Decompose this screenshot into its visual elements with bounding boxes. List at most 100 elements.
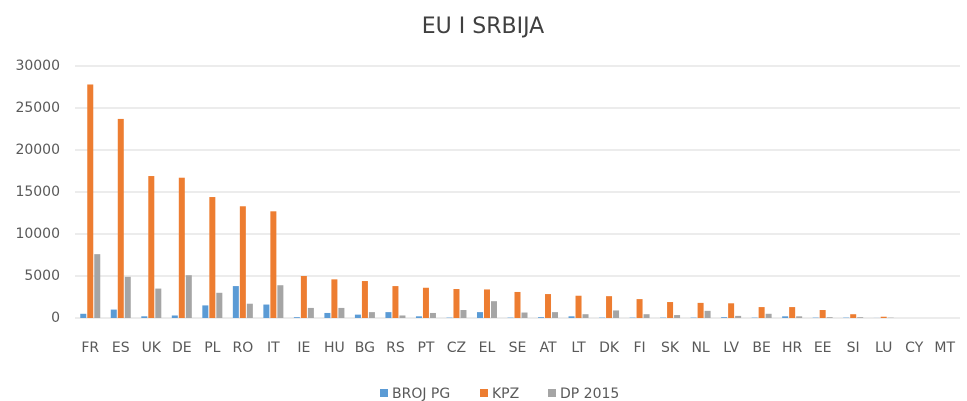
bar [538, 317, 545, 318]
bar [545, 294, 552, 318]
bar [453, 289, 460, 318]
bar [331, 279, 338, 318]
bar [490, 301, 497, 318]
bar [476, 312, 483, 318]
bar [568, 316, 575, 318]
y-tick-label: 20000 [15, 142, 60, 158]
y-tick-label: 25000 [15, 100, 60, 116]
x-tick-label: LT [571, 340, 586, 356]
x-tick-label: UK [142, 340, 162, 356]
bar [307, 307, 314, 318]
legend-label: BROJ PG [392, 386, 450, 401]
bar [185, 275, 192, 318]
x-tick-label: PL [204, 340, 220, 356]
x-tick-label: IT [267, 340, 280, 356]
bar [293, 317, 300, 318]
bar [246, 303, 253, 318]
bar [300, 276, 307, 318]
bar [110, 309, 117, 318]
bar [399, 315, 406, 318]
bar [613, 310, 620, 318]
bar [422, 287, 429, 318]
x-tick-label: EL [479, 340, 496, 356]
bar [117, 118, 124, 318]
bar [728, 303, 735, 318]
x-tick-label: FR [81, 340, 99, 356]
bar [796, 316, 803, 318]
bar [171, 315, 178, 318]
bar [216, 292, 223, 318]
bar [826, 317, 833, 318]
bar [94, 254, 101, 318]
bar [209, 197, 216, 318]
bar [735, 315, 742, 318]
bar [155, 288, 162, 318]
bar [582, 314, 589, 318]
y-tick-label: 30000 [15, 58, 60, 74]
bar [636, 299, 643, 318]
legend-swatch [480, 389, 488, 397]
y-tick-label: 10000 [15, 226, 60, 242]
bar [765, 313, 772, 318]
bar [270, 211, 277, 318]
bar [368, 312, 375, 318]
bar [880, 316, 887, 318]
bar [575, 295, 582, 318]
bar [782, 316, 789, 318]
x-tick-label: SE [509, 340, 527, 356]
bar [429, 312, 436, 318]
x-tick-label: RS [386, 340, 405, 356]
y-tick-label: 0 [51, 310, 60, 326]
bar [704, 310, 711, 318]
x-tick-label: NL [691, 340, 709, 356]
x-tick-label: BG [355, 340, 375, 356]
x-tick-label: MT [934, 340, 955, 356]
x-tick-label: FI [633, 340, 645, 356]
chart-title: EU I SRBIJA [422, 14, 544, 39]
bar [721, 317, 728, 318]
bar [338, 307, 345, 318]
x-tick-label: HR [782, 340, 803, 356]
legend-swatch [380, 389, 388, 397]
bar [232, 286, 239, 318]
bar [674, 315, 681, 318]
bar [552, 312, 559, 318]
bar [124, 276, 131, 318]
bar [148, 176, 155, 318]
bar [758, 307, 765, 318]
bar [277, 285, 284, 318]
x-tick-label: EE [814, 340, 832, 356]
bar [263, 304, 270, 318]
x-tick-label: IE [297, 340, 310, 356]
bar [392, 286, 399, 318]
x-tick-label: LU [875, 340, 892, 356]
legend-swatch [548, 389, 556, 397]
x-tick-label: SI [847, 340, 860, 356]
x-tick-label: CZ [447, 340, 466, 356]
bar [460, 310, 467, 318]
bar [643, 314, 650, 318]
bar [606, 296, 613, 318]
bar [178, 177, 185, 318]
x-tick-label: DK [599, 340, 620, 356]
bar [521, 312, 528, 318]
x-tick-label: DE [172, 340, 192, 356]
bar [415, 316, 422, 318]
bar [324, 312, 331, 318]
bar [385, 312, 392, 318]
bar [361, 281, 368, 318]
x-tick-label: PT [417, 340, 434, 356]
bar [483, 289, 490, 318]
x-tick-label: CY [905, 340, 924, 356]
legend-label: KPZ [492, 386, 519, 401]
legend-label: DP 2015 [560, 386, 619, 401]
bar [80, 313, 87, 318]
bar [202, 305, 209, 318]
x-tick-label: HU [324, 340, 345, 356]
bar [850, 314, 857, 318]
bar [857, 317, 864, 318]
y-tick-label: 15000 [15, 184, 60, 200]
bar [239, 206, 246, 318]
x-tick-label: SK [661, 340, 680, 356]
